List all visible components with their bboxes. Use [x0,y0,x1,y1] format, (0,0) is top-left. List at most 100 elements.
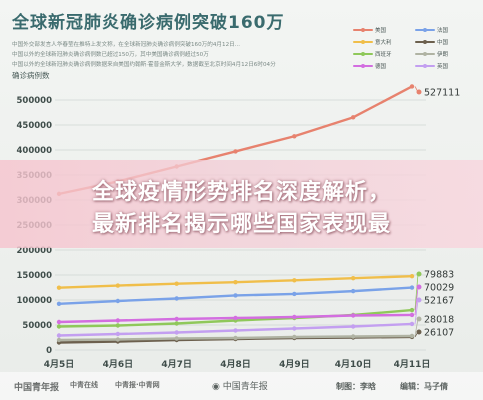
data-point-spain [56,324,62,329]
label-marker [416,271,422,277]
legend-label: 伊朗 [437,52,449,58]
data-point-france [56,301,62,306]
label-marker [416,297,422,303]
legend-label: 中国 [437,40,449,46]
data-point-uk [409,321,415,327]
end-value-label: 527111 [424,88,460,99]
data-point-france [350,288,356,294]
credit-designer: 制图：李晗 [336,382,376,391]
data-point-france [292,291,297,297]
data-point-germany [233,315,238,321]
data-point-italy [292,278,297,283]
data-point-germany [174,316,179,322]
legend-swatch [353,28,373,32]
y-tick-label: 500000 [17,96,53,106]
legend-label: 法国 [437,28,449,34]
data-point-italy [174,281,179,286]
label-marker [416,89,422,95]
data-point-iran [56,337,62,343]
y-tick-label: 100000 [17,296,53,306]
data-point-france [233,293,238,298]
logo-zqb: 中国青年报 [14,383,60,393]
x-tick-label: 4月9日 [279,359,310,370]
logo-zqw: 中青报·中青网 [115,381,160,389]
data-point-italy [115,283,121,288]
legend-swatch [415,52,435,56]
data-point-germany [292,314,297,320]
data-point-uk [56,333,62,338]
label-leader [414,318,419,337]
data-point-uk [174,330,179,335]
headline-line-2: 最新排名揭示哪些国家表现最 [91,212,391,237]
data-point-iran [174,336,179,341]
data-point-iran [292,334,297,340]
footer-bar: 中国青年报 中青在线 中青报·中青网 ◉ 中国青年报 制图：李晗 编辑：马子倩 [0,372,483,400]
y-tick-label: 50000 [22,321,52,331]
data-point-italy [409,274,415,279]
legend-swatch [353,40,373,44]
data-point-france [409,285,415,290]
headline-line-1: 全球疫情形势排名深度解析， [91,180,391,205]
data-point-uk [292,326,297,331]
data-point-iran [409,333,415,339]
headline-banner: 全球疫情形势排名深度解析， 最新排名揭示哪些国家表现最 [0,160,483,248]
x-tick-label: 4月10日 [335,359,372,370]
label-marker [416,284,422,290]
subtitle-line-3: 中国以外的全球新冠肺炎确诊病例数据来自美国约翰斯·霍普金斯大学，数据截至北京时间… [12,62,276,68]
legend-label: 西班牙 [375,52,392,58]
label-leader [414,273,419,311]
data-point-usa [233,149,238,154]
subtitle-line-2: 中国以外的全球新冠肺炎确诊病例数已超过150万，其中美国确诊病例超过50万 [12,52,209,58]
center-logo-text: 中国青年报 [222,382,268,392]
legend-swatch [415,40,435,44]
label-leader [414,286,419,316]
data-point-usa [350,115,356,120]
center-logo-icon: ◉ [212,382,220,392]
data-point-italy [233,280,238,285]
legend-label: 意大利 [375,40,392,46]
label-marker [416,329,422,335]
data-point-usa [292,134,297,139]
data-point-france [115,298,121,304]
data-point-germany [350,313,356,318]
end-value-label: 28018 [424,315,454,326]
legend: 美国意大利西班牙德国 法国中国伊朗英国 [353,26,478,86]
data-point-germany [56,319,62,325]
credit-editor: 编辑：马子倩 [400,382,448,391]
legend-item-france: 法国 [415,26,448,34]
data-point-iran [350,334,356,339]
x-tick-label: 4月8日 [220,359,251,370]
end-value-label: 70029 [424,283,454,294]
x-tick-label: 4月5日 [44,359,75,370]
x-tick-label: 4月7日 [161,359,192,370]
data-point-germany [115,318,121,323]
data-point-spain [174,321,179,326]
legend-item-germany: 德国 [353,62,386,70]
data-point-italy [56,285,62,290]
legend-item-italy: 意大利 [353,38,392,46]
legend-swatch [353,64,373,68]
data-point-usa [409,84,415,89]
end-value-label: 52167 [424,296,454,307]
x-tick-label: 4月11日 [394,359,431,370]
y-axis-label: 确诊病例数 [12,71,50,80]
legend-label: 美国 [375,28,387,34]
legend-item-china: 中国 [415,38,448,46]
legend-swatch [353,52,373,56]
legend-item-iran: 伊朗 [415,50,448,58]
y-tick-label: 200000 [17,246,53,256]
logo-zqzx: 中青在线 [70,381,98,389]
label-leader [414,299,419,324]
legend-item-spain: 西班牙 [353,50,392,58]
data-point-spain [409,307,415,313]
legend-label: 英国 [437,64,449,70]
chart-title: 全球新冠肺炎确诊病例突破160万 [12,13,285,33]
data-point-italy [350,275,356,281]
legend-swatch [415,28,435,32]
logo-center: ◉ 中国青年报 [212,379,268,392]
subtitle-line-1: 中国外交部发言人华春莹在推特上发文称，在全球新冠肺炎确诊病例突破160万的4月1… [12,42,241,48]
data-point-france [174,296,179,301]
y-tick-label: 0 [46,346,52,356]
